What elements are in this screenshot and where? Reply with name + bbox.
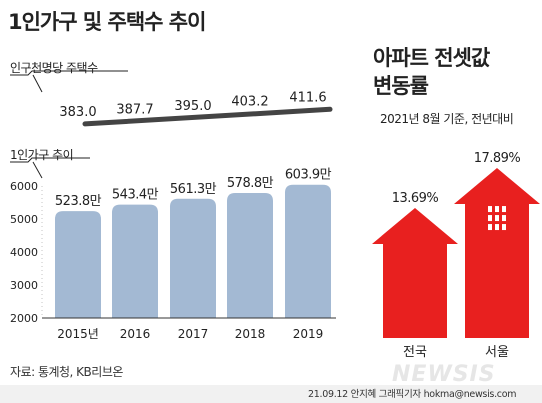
building-window (495, 215, 499, 222)
bar-chart-title: 1인가구 추이 (10, 148, 74, 162)
footer-bar (0, 385, 542, 403)
y-tick-label: 4000 (10, 246, 38, 259)
arrow-value-label: 17.89% (474, 151, 521, 166)
line-value-label: 403.2 (231, 95, 268, 110)
x-tick-label: 2018 (235, 327, 266, 341)
right-chart-subtitle: 2021년 8월 기준, 전년대비 (380, 112, 514, 126)
building-window (502, 224, 506, 231)
line-value-label: 395.0 (174, 99, 211, 114)
building-window (488, 215, 492, 222)
bar-title-underline (10, 157, 90, 163)
arrow-category-label: 서울 (485, 345, 509, 360)
bar-0 (55, 211, 101, 318)
bar-3 (227, 192, 273, 318)
y-tick-label: 2000 (10, 312, 38, 325)
trend-line (82, 106, 333, 127)
y-tick-label: 5000 (10, 213, 38, 226)
x-tick-label: 2015년 (57, 327, 99, 341)
bar-1 (112, 204, 158, 318)
y-tick-label: 6000 (10, 180, 38, 193)
line-value-label: 411.6 (289, 90, 326, 105)
right-title-line1: 아파트 전셋값 (373, 46, 490, 70)
arrow-value-label: 13.69% (392, 191, 439, 206)
building-window (502, 206, 506, 213)
line-title-underline (10, 70, 128, 76)
bar-value-label: 578.8만 (227, 176, 274, 191)
x-tick-label: 2016 (120, 327, 151, 341)
x-tick-label: 2019 (293, 327, 324, 341)
line-chart-title: 인구천명당 주택수 (10, 61, 98, 75)
bar-2 (170, 198, 216, 318)
bar-value-label: 523.8만 (55, 194, 102, 209)
building-window (502, 215, 506, 222)
bar-4 (285, 184, 331, 318)
arrow-category-label: 전국 (403, 345, 427, 360)
bar-value-label: 561.3만 (170, 182, 217, 197)
line-title-pointer (32, 74, 43, 93)
line-value-label: 387.7 (116, 103, 153, 118)
newsis-logo: NEWSIS (392, 362, 496, 387)
bar-title-pointer (32, 161, 43, 179)
building-window (488, 206, 492, 213)
bar-value-label: 603.9만 (285, 168, 332, 183)
page-title: 1인가구 및 주택수 추이 (8, 10, 206, 34)
y-tick-label: 3000 (10, 279, 38, 292)
right-title-line2: 변동률 (373, 74, 429, 98)
source-note: 자료: 통계청, KB리브온 (10, 365, 123, 379)
bar-value-label: 543.4만 (112, 188, 159, 203)
building-window (495, 206, 499, 213)
credit-text: 21.09.12 안지혜 그래픽기자 hokma@newsis.com (308, 389, 517, 400)
arrow-bar-1 (454, 168, 540, 338)
x-tick-label: 2017 (178, 327, 209, 341)
building-window (488, 224, 492, 231)
arrow-bar-0 (372, 207, 458, 338)
right-chart-title: 아파트 전셋값 변동률 (373, 44, 490, 100)
building-window (495, 224, 499, 231)
line-value-label: 383.0 (59, 105, 96, 120)
